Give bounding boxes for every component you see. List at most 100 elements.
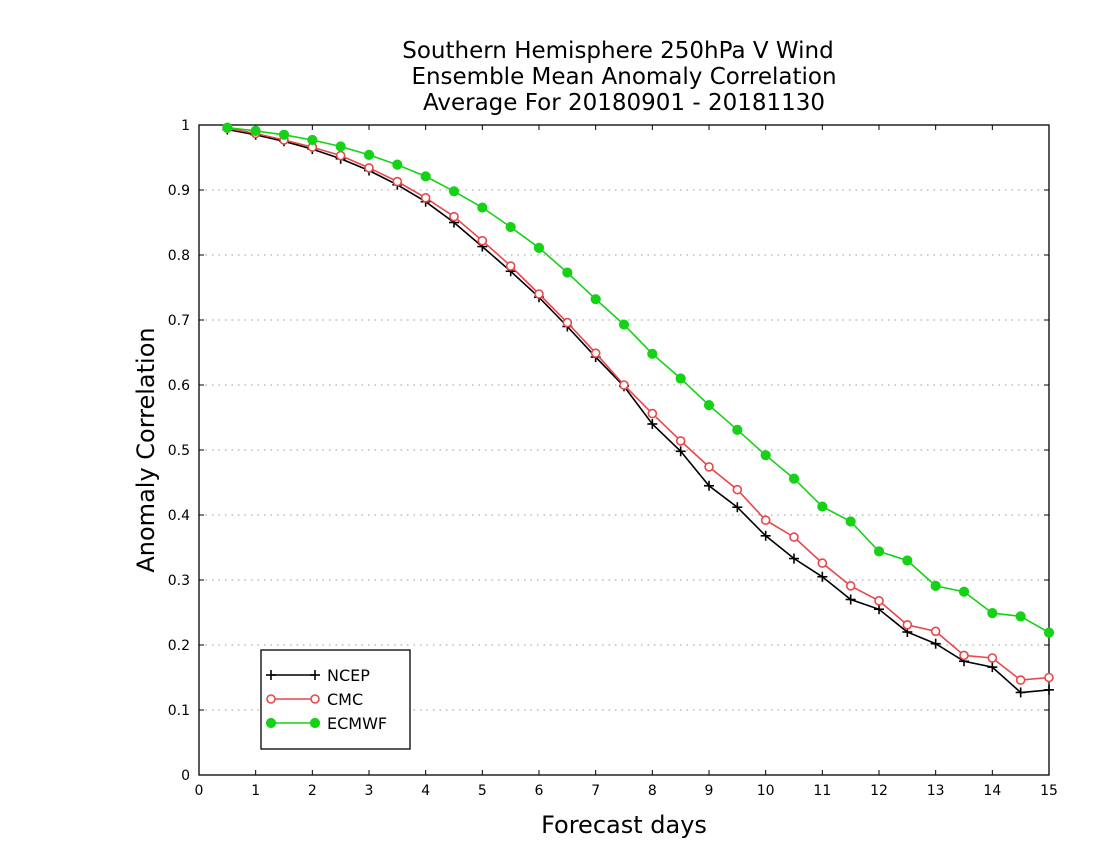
data-point-cmc <box>449 211 459 222</box>
x-tick-label: 1 <box>251 783 260 799</box>
x-tick-label: 4 <box>421 783 430 799</box>
legend-marker <box>265 717 277 729</box>
data-point-ecmwf <box>335 141 346 152</box>
data-point-ncep <box>817 571 828 582</box>
data-point-ncep <box>647 419 658 429</box>
x-tick-label: 15 <box>1040 783 1058 799</box>
data-point-ecmwf <box>505 221 516 233</box>
data-point-ncep <box>930 638 941 649</box>
y-tick-label: 0.5 <box>168 443 190 459</box>
data-point-cmc <box>619 380 629 390</box>
data-point-cmc <box>874 595 884 606</box>
data-point-cmc <box>392 176 403 187</box>
x-tick-label: 13 <box>927 783 945 799</box>
x-tick-label: 12 <box>870 783 888 799</box>
x-tick-label: 5 <box>478 783 487 799</box>
data-point-ecmwf <box>307 134 318 146</box>
legend-marker <box>266 670 276 680</box>
legend-entry-ncep: NCEP <box>266 666 370 685</box>
x-axis-ticks: 0 1 2 3 4 5 6 7 8 9 10 11 12 13 14 15 <box>195 125 1058 799</box>
y-tick-label: 0.9 <box>168 183 190 199</box>
data-point-cmc <box>817 558 828 568</box>
series-ecmwf <box>222 122 1055 638</box>
data-point-ecmwf <box>448 186 460 197</box>
y-axis-label: Anomaly Correlation <box>132 327 160 572</box>
data-point-ecmwf <box>902 555 913 566</box>
data-point-ecmwf <box>618 319 630 330</box>
legend-label: CMC <box>327 690 363 709</box>
data-point-ncep <box>845 594 856 605</box>
data-point-ncep <box>1015 687 1026 698</box>
data-point-ecmwf <box>590 294 601 305</box>
data-point-ncep <box>1044 684 1054 695</box>
data-point-cmc <box>562 317 573 328</box>
x-tick-label: 11 <box>813 783 831 799</box>
x-axis-label: Forecast days <box>541 811 707 839</box>
data-point-cmc <box>477 235 488 246</box>
data-point-ecmwf <box>760 450 771 461</box>
data-point-ecmwf <box>873 546 885 557</box>
data-point-cmc <box>590 348 601 358</box>
data-point-ecmwf <box>477 202 488 213</box>
series-ncep <box>222 124 1054 698</box>
legend: NCEP CMC ECMWF <box>260 649 411 750</box>
x-tick-label: 0 <box>195 783 204 799</box>
x-tick-label: 6 <box>535 783 544 799</box>
data-point-ecmwf <box>817 501 828 512</box>
x-tick-label: 2 <box>308 783 317 799</box>
series-line-ecmwf <box>227 126 1050 634</box>
x-tick-label: 3 <box>365 783 374 799</box>
data-point-cmc <box>534 289 544 299</box>
legend-marker <box>266 694 276 704</box>
y-tick-label: 0.3 <box>168 573 190 589</box>
y-axis-ticks: 0 0.1 0.2 0.3 0.4 0.5 0.6 0.7 0.8 0.9 1 <box>168 118 1049 784</box>
data-point-cmc <box>845 581 856 591</box>
data-point-ecmwf <box>703 400 715 411</box>
data-point-ecmwf <box>647 348 658 359</box>
data-point-ecmwf <box>222 122 233 133</box>
data-point-cmc <box>902 620 913 630</box>
data-point-ncep <box>789 553 799 564</box>
x-tick-label: 14 <box>983 783 1001 799</box>
data-point-cmc <box>704 462 714 472</box>
data-point-cmc <box>364 163 374 173</box>
chart-title: Southern Hemisphere 250hPa V Wind Ensemb… <box>402 38 836 116</box>
legend-marker <box>310 670 320 680</box>
chart-title-line-3: Average For 20180901 - 20181130 <box>423 90 825 116</box>
data-point-cmc <box>420 193 431 203</box>
data-point-ecmwf <box>1015 611 1026 622</box>
data-point-cmc <box>647 408 658 419</box>
legend-entry-cmc: CMC <box>266 690 363 709</box>
y-tick-label: 0 <box>181 768 190 784</box>
data-point-cmc <box>930 626 941 637</box>
data-point-ecmwf <box>987 608 998 619</box>
data-point-cmc <box>789 532 799 542</box>
data-point-ecmwf <box>250 125 261 136</box>
data-point-ncep <box>704 480 714 491</box>
data-point-ncep <box>874 604 884 615</box>
data-point-ncep <box>732 502 743 513</box>
data-point-cmc <box>1044 672 1054 683</box>
data-point-cmc <box>505 261 516 271</box>
data-point-ecmwf <box>420 171 431 182</box>
data-point-cmc <box>1015 675 1026 685</box>
data-point-ncep <box>675 446 686 457</box>
data-point-ncep <box>760 530 771 541</box>
x-tick-label: 9 <box>705 783 714 799</box>
y-tick-label: 0.1 <box>168 703 190 719</box>
data-point-ncep <box>987 662 998 673</box>
data-point-cmc <box>987 653 998 663</box>
legend-label: NCEP <box>327 666 370 685</box>
y-tick-label: 0.7 <box>168 313 190 329</box>
data-point-ecmwf <box>930 580 941 591</box>
data-point-cmc <box>732 484 743 495</box>
y-tick-label: 0.8 <box>168 248 190 264</box>
series-layer <box>222 122 1055 698</box>
data-point-cmc <box>675 436 686 446</box>
legend-marker <box>309 717 321 729</box>
gridlines <box>199 189 1049 711</box>
x-tick-label: 8 <box>648 783 657 799</box>
x-tick-label: 10 <box>757 783 775 799</box>
chart-title-line-1: Southern Hemisphere 250hPa V Wind <box>402 38 833 64</box>
